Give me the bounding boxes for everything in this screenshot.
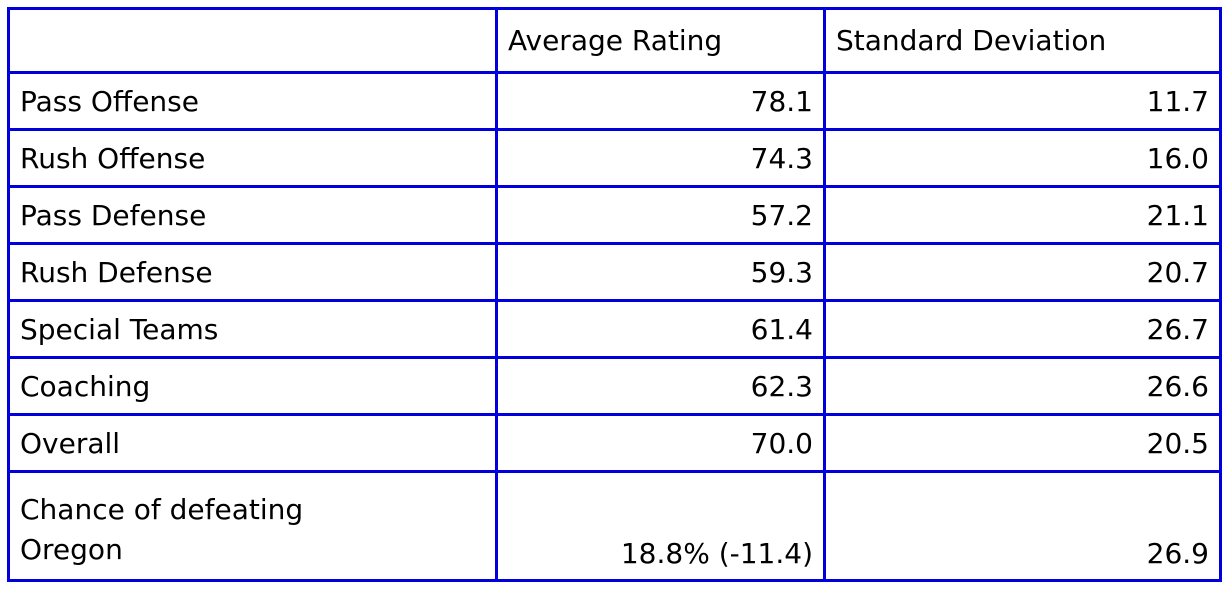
- table-row-overall: Overall 70.0 20.5: [7, 413, 1222, 473]
- row-label: Pass Offense: [7, 71, 498, 131]
- standard-deviation-value: 20.5: [823, 413, 1222, 473]
- table-header-row: Average Rating Standard Deviation: [7, 7, 1222, 74]
- average-rating-value: 70.0: [495, 413, 826, 473]
- average-rating-value: 78.1: [495, 71, 826, 131]
- row-label: Rush Defense: [7, 242, 498, 302]
- average-rating-value: 57.2: [495, 185, 826, 245]
- table-row-special-teams: Special Teams 61.4 26.7: [7, 299, 1222, 359]
- average-rating-value: 74.3: [495, 128, 826, 188]
- standard-deviation-value: 26.6: [823, 356, 1222, 416]
- standard-deviation-value: 26.9: [823, 470, 1222, 582]
- row-label: Coaching: [7, 356, 498, 416]
- standard-deviation-value: 11.7: [823, 71, 1222, 131]
- wrapped-row-label: Chance of defeating Oregon: [20, 493, 304, 566]
- row-label: Overall: [7, 413, 498, 473]
- row-label: Chance of defeating Oregon: [7, 470, 498, 582]
- standard-deviation-value: 21.1: [823, 185, 1222, 245]
- row-label: Rush Offense: [7, 128, 498, 188]
- standard-deviation-value: 16.0: [823, 128, 1222, 188]
- average-rating-value: 59.3: [495, 242, 826, 302]
- row-label: Pass Defense: [7, 185, 498, 245]
- row-label: Special Teams: [7, 299, 498, 359]
- average-rating-value: 62.3: [495, 356, 826, 416]
- table-row-coaching: Coaching 62.3 26.6: [7, 356, 1222, 416]
- table-row-chance-of-defeating-oregon: Chance of defeating Oregon 18.8% (-11.4)…: [7, 470, 1222, 582]
- table-row-rush-offense: Rush Offense 74.3 16.0: [7, 128, 1222, 188]
- header-average-rating: Average Rating: [495, 7, 826, 74]
- table-row-pass-offense: Pass Offense 78.1 11.7: [7, 71, 1222, 131]
- average-rating-value: 18.8% (-11.4): [495, 470, 826, 582]
- header-empty-cell: [7, 7, 498, 74]
- table-row-pass-defense: Pass Defense 57.2 21.1: [7, 185, 1222, 245]
- ratings-table: Average Rating Standard Deviation Pass O…: [7, 7, 1222, 582]
- average-rating-value: 61.4: [495, 299, 826, 359]
- table-row-rush-defense: Rush Defense 59.3 20.7: [7, 242, 1222, 302]
- standard-deviation-value: 20.7: [823, 242, 1222, 302]
- header-standard-deviation: Standard Deviation: [823, 7, 1222, 74]
- standard-deviation-value: 26.7: [823, 299, 1222, 359]
